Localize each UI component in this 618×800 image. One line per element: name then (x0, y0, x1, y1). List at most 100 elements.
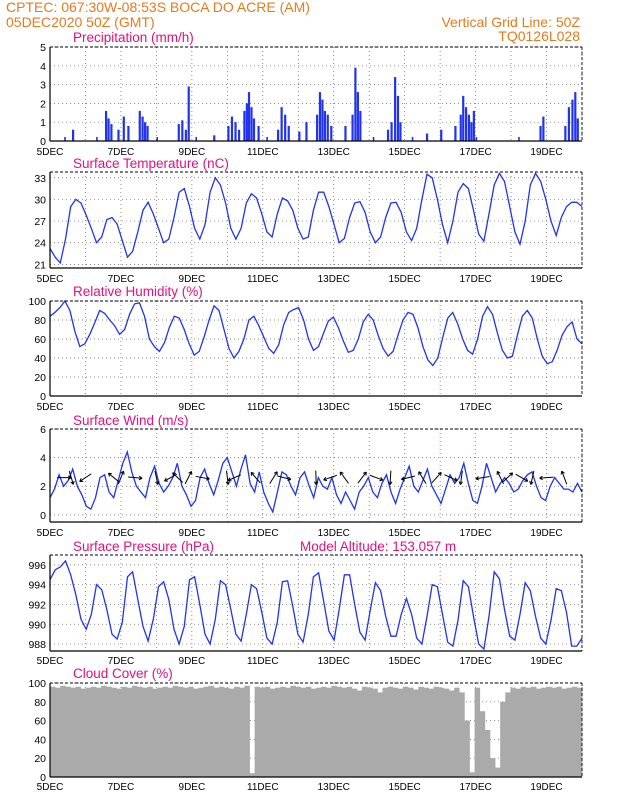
date-label: 7DEC (108, 528, 135, 539)
wind-arrow-head (453, 477, 458, 482)
cloud-bar (418, 686, 424, 777)
cloud-bar (121, 686, 128, 777)
cloud-bar (126, 687, 133, 777)
wind-arrow (339, 471, 349, 484)
cloud-bar (55, 687, 61, 777)
precip-bar (440, 129, 443, 141)
date-label: 7DEC (108, 656, 135, 667)
ytick-label: 990 (28, 619, 46, 631)
cloud-bar (500, 701, 506, 777)
header-code: TQ0126L028 (498, 28, 580, 44)
date-label: 17DEC (459, 656, 491, 667)
date-label: 17DEC (459, 274, 491, 285)
cloud-bar (546, 686, 552, 777)
cloud-bar (116, 688, 123, 777)
precip-bar (542, 116, 545, 141)
cloud-bar (275, 687, 281, 777)
precip-bar (571, 99, 574, 141)
precip-bar (245, 103, 248, 141)
wind-arrow-head (509, 472, 514, 477)
precip-bar (574, 92, 577, 141)
date-label: 13DEC (318, 147, 350, 158)
panel-4: 988 990 992 994 996 5DEC 7DEC 9DEC 11DEC 13DEC 15D… (28, 539, 583, 667)
precip-bar (107, 118, 110, 141)
cloud-bar (183, 687, 189, 777)
cloud-bar (336, 686, 342, 777)
cloud-bar (346, 686, 353, 777)
cloud-bar (152, 688, 158, 777)
date-label: 17DEC (459, 782, 491, 793)
panel-title: Surface Pressure (hPa) (73, 539, 214, 554)
cloud-bar (469, 772, 475, 777)
cloud-bar (162, 686, 169, 777)
precip-bar (305, 122, 308, 141)
date-label: 17DEC (459, 528, 491, 539)
cloud-bar (269, 688, 276, 777)
cloud-bar (377, 692, 383, 777)
wind-arrow (117, 470, 125, 485)
cloud-bar (290, 685, 296, 777)
precip-bar (247, 92, 251, 141)
cloud-bar (80, 688, 87, 777)
cloud-bar (479, 711, 486, 777)
precip-bar (354, 67, 357, 141)
date-label: 13DEC (318, 528, 350, 539)
date-label: 5DEC (37, 528, 64, 539)
ytick-label: 30 (34, 194, 46, 206)
date-label: 13DEC (318, 274, 350, 285)
ytick-label: 3 (40, 80, 46, 92)
cloud-bar (106, 686, 112, 777)
series-line (49, 299, 583, 367)
header-grid-note: Vertical Grid Line: 50Z (441, 14, 580, 30)
cloud-bar (310, 688, 317, 777)
panel-title: Precipitation (mm/h) (73, 30, 194, 45)
cloud-bar (142, 687, 148, 777)
date-label: 13DEC (318, 656, 350, 667)
ytick-label: 20 (34, 372, 46, 384)
precip-bar (464, 107, 468, 141)
date-label: 15DEC (389, 782, 421, 793)
series-line (49, 559, 583, 651)
date-label: 11DEC (247, 274, 279, 285)
wind-arrow (502, 472, 513, 483)
cloud-bar (408, 687, 414, 777)
cloud-bar (402, 686, 409, 777)
wind-arrow-head (107, 472, 112, 477)
precip-bar (394, 77, 397, 141)
cloud-bar (223, 687, 230, 777)
precip-bar (323, 110, 327, 141)
ytick-label: 80 (34, 697, 46, 709)
cloud-bar (576, 687, 583, 777)
wind-arrow-head (560, 470, 565, 475)
date-label: 11DEC (247, 528, 279, 539)
cloud-bar (464, 720, 470, 777)
precip-bar (96, 137, 98, 141)
wind-arrow (79, 473, 92, 482)
panel-title: Cloud Cover (%) (73, 666, 173, 681)
cloud-bar (65, 686, 71, 777)
panel-0: 0 1 2 3 4 5 5DEC 7DEC 9DEC 11DEC 13DEC 15DEC 17DEC 19… (37, 30, 583, 158)
wind-arrow-head (205, 476, 210, 481)
date-label: 11DEC (247, 402, 279, 413)
panel-annotation: Model Altitude: 153.057 m (300, 539, 456, 554)
wind-arrow-head (529, 480, 534, 485)
precip-bar (122, 116, 125, 141)
precip-bar (234, 122, 237, 141)
precip-bar (252, 118, 256, 141)
cloud-bar (280, 686, 286, 777)
cloud-bar (198, 687, 204, 777)
precip-bar (141, 116, 144, 141)
ytick-label: 2 (40, 98, 46, 110)
date-label: 17DEC (459, 147, 491, 158)
precip-bar (330, 125, 333, 141)
precip-bar (567, 107, 571, 141)
cloud-bar (530, 686, 537, 777)
precip-bar (127, 125, 130, 141)
precip-bar (110, 124, 113, 141)
precip-bar (230, 116, 234, 141)
date-label: 5DEC (37, 147, 64, 158)
date-label: 9DEC (179, 402, 206, 413)
cloud-bar (341, 687, 348, 777)
cloud-bar (397, 688, 404, 777)
wind-arrow-head (155, 481, 160, 485)
